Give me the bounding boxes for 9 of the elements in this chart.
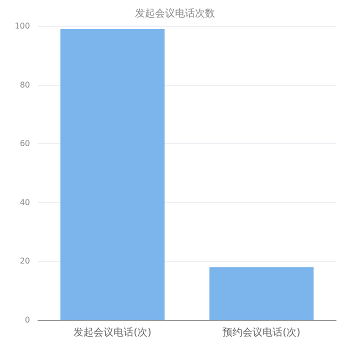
x-tick-label: 发起会议电话(次): [74, 326, 152, 338]
x-tick-label: 预约会议电话(次): [222, 326, 300, 338]
y-tick-label: 60: [20, 139, 30, 148]
y-tick-label: 80: [20, 80, 30, 90]
chart-title: 发起会议电话次数: [135, 8, 215, 20]
y-tick-label: 0: [24, 316, 30, 324]
y-tick-label: 20: [20, 256, 30, 266]
y-tick-label: 40: [20, 198, 30, 207]
y-tick-label: 100: [14, 22, 30, 30]
